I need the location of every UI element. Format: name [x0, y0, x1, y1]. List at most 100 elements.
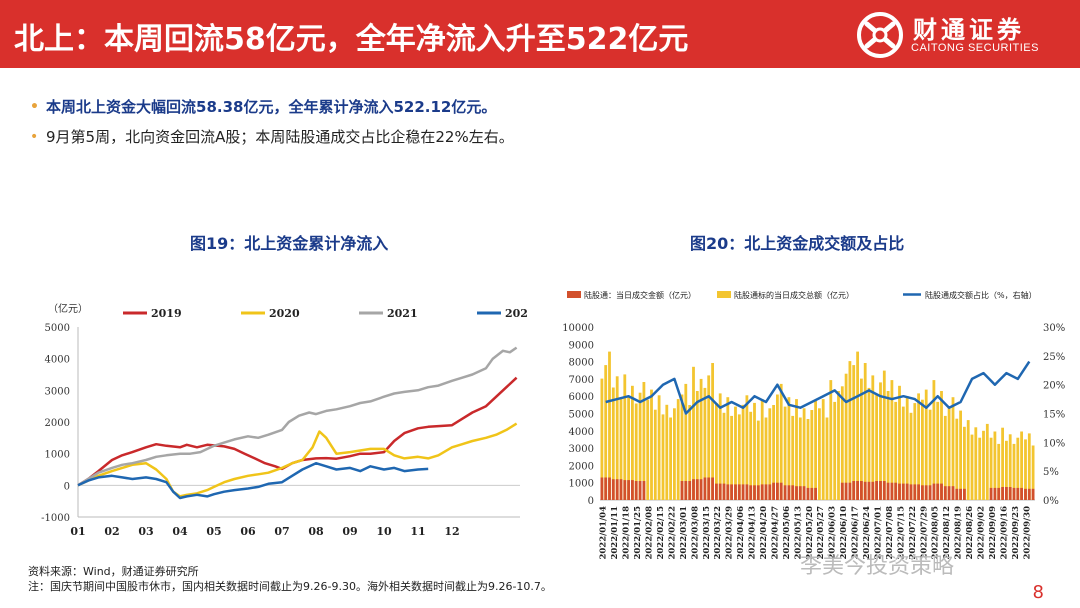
page-title: 北上：本周回流58亿元，全年净流入升至522亿元 [14, 22, 689, 57]
bar-hk-connect [867, 481, 871, 500]
bar-total [882, 370, 886, 500]
x-tick-label: 2022/04/20 [759, 506, 769, 560]
bar-hk-connect [753, 485, 756, 500]
bar-total [745, 395, 749, 500]
x-tick-label: 2022/07/08 [885, 506, 895, 560]
bar-total [604, 365, 608, 500]
bar-hk-connect [741, 484, 745, 500]
bar-total [646, 399, 650, 500]
bar-hk-connect [642, 481, 646, 500]
bar-total [776, 394, 779, 500]
bar-total [943, 415, 947, 500]
x-tick-label: 2022/09/23 [1011, 506, 1021, 560]
bar-total [806, 419, 810, 500]
bar-hk-connect [634, 481, 638, 500]
x-tick-label: 2022/09/30 [1022, 506, 1032, 560]
bar-hk-connect [848, 482, 852, 500]
bar-total [802, 408, 806, 500]
bar-total [955, 418, 959, 500]
bar-hk-connect [791, 485, 795, 500]
footnote: 注：国庆节期间中国股市休市，国内相关数据时间截止为9.26-9.30。海外相关数… [28, 580, 552, 593]
bar-hk-connect [1027, 488, 1031, 500]
x-tick-label: 2022/05/13 [793, 506, 803, 560]
y-tick-label: 1000 [569, 479, 594, 490]
bar-total [863, 363, 867, 500]
bar-total [795, 399, 798, 500]
x-tick-label: 08 [308, 525, 324, 538]
bar-total [791, 415, 795, 500]
turnover-chart: 陆股通：当日成交金额（亿元） 陆股通标的当日成交总额（亿元） 陆股通成交额占比（%，… [562, 290, 1065, 560]
bar-hk-connect [684, 481, 688, 500]
series-line-2020 [77, 422, 518, 498]
summary-bullets: • 本周北上资金大幅回流58.38亿元，全年累计净流入522.12亿元。 • 9月第… [30, 92, 514, 152]
bar-hk-connect [745, 484, 749, 500]
bar-total [692, 366, 695, 500]
x-tick-label: 2022/02/22 [667, 506, 677, 560]
x-tick-label: 2022/07/15 [896, 506, 906, 560]
bar-total [730, 415, 733, 500]
x-tick-label: 2022/09/02 [976, 506, 986, 560]
bar-hk-connect [909, 484, 913, 500]
bar-total [711, 363, 714, 500]
bar-hk-connect [928, 485, 932, 500]
y-tick-label: 5000 [569, 410, 594, 421]
bar-hk-connect [615, 479, 619, 500]
bar-hk-connect [627, 480, 630, 500]
bar-total [680, 394, 684, 500]
source-note: 资料来源：Wind，财通证券研究所 [28, 565, 199, 578]
bar-total [963, 426, 966, 500]
bar-total [810, 410, 814, 500]
bar-total [623, 374, 627, 500]
bar-hk-connect [852, 481, 856, 500]
bar-hk-connect [608, 477, 611, 500]
legend-label-2019: 2019 [151, 307, 182, 320]
bullet-dot-icon: • [30, 99, 39, 115]
bar-total [894, 401, 898, 500]
bar-hk-connect [921, 485, 924, 500]
bar-total [627, 397, 630, 500]
bar-total [928, 409, 932, 500]
bar-hk-connect [856, 481, 859, 500]
bar-total [951, 397, 955, 500]
y-tick-label: 9000 [569, 340, 594, 351]
bar-total [642, 382, 646, 500]
y-tick-label: 2000 [569, 461, 594, 472]
bar-total [783, 406, 787, 500]
x-tick-label: 2022/05/20 [805, 506, 815, 560]
x-tick-label: 2022/08/05 [931, 506, 941, 560]
bar-hk-connect [718, 483, 722, 500]
logo-chinese: 财通证券 [913, 16, 1025, 44]
bar-total [966, 420, 970, 500]
bar-hk-connect [787, 485, 791, 500]
bar-hk-connect [715, 483, 718, 500]
bar-hk-connect [737, 484, 741, 500]
bar-total [657, 395, 661, 500]
bar-hk-connect [924, 485, 928, 500]
bar-total [764, 417, 768, 500]
bar-total [848, 361, 852, 500]
bar-hk-connect [768, 484, 772, 500]
bar-total [703, 387, 707, 500]
bar-total [726, 397, 730, 500]
x-tick-label: 2022/06/17 [851, 506, 861, 560]
bar-hk-connect [1012, 487, 1016, 500]
bar-hk-connect [638, 481, 642, 500]
bar-total [978, 437, 982, 500]
bar-total [825, 417, 829, 500]
y-tick-label: 10000 [562, 323, 594, 334]
bar-hk-connect [619, 479, 623, 500]
bar-hk-connect [699, 479, 703, 500]
x-tick-label: 11 [410, 525, 425, 538]
y2-tick-label: 5% [1043, 467, 1059, 478]
bar-total [634, 403, 638, 500]
bar-total [772, 405, 775, 500]
x-tick-label: 12 [444, 525, 459, 538]
bar-hk-connect [600, 477, 604, 500]
bar-hk-connect [756, 485, 760, 500]
x-tick-label: 2022/02/08 [645, 506, 655, 560]
bar-hk-connect [764, 484, 768, 500]
bar-total [993, 431, 997, 500]
y-tick-label: 4000 [45, 355, 70, 366]
logo-english: CAITONG SECURITIES [911, 42, 1039, 54]
x-tick-label: 2022/06/10 [839, 506, 849, 560]
